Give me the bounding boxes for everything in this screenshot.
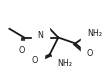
Text: O: O — [32, 56, 38, 65]
Text: NH₂: NH₂ — [87, 29, 102, 38]
Text: O: O — [87, 49, 93, 58]
Text: N: N — [38, 31, 44, 40]
Text: NH₂: NH₂ — [57, 59, 72, 68]
Text: O: O — [18, 46, 25, 55]
